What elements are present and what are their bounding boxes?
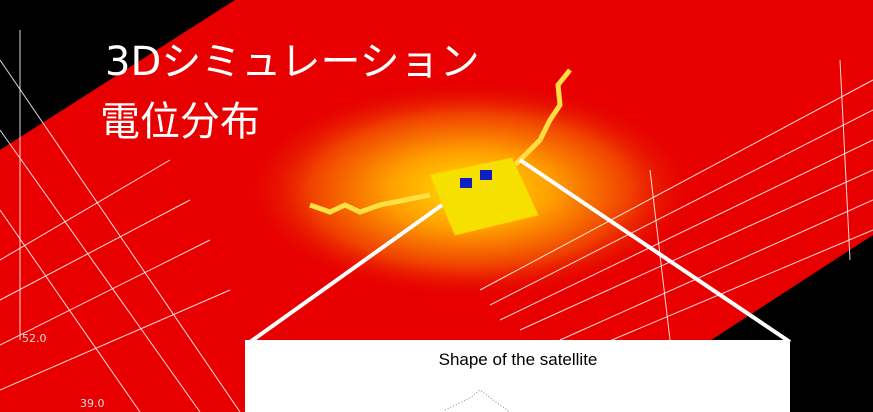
satellite-body <box>429 157 539 236</box>
inset-caption: Shape of the satellite <box>439 350 598 369</box>
sensor <box>460 178 472 188</box>
axis-label: 39.0 <box>80 397 105 410</box>
callout-line <box>518 158 792 344</box>
subtitle: 電位分布 <box>100 99 260 145</box>
inset-panel <box>245 340 790 412</box>
satellite-wing-right <box>513 68 572 167</box>
satellite-wing-left <box>309 192 431 215</box>
satellite-outline <box>444 389 511 412</box>
grid <box>0 30 873 412</box>
sensor <box>480 170 492 180</box>
title: 3Dシミュレーション <box>105 39 480 85</box>
axis-label: 52.0 <box>22 332 47 345</box>
callout-line <box>248 203 444 344</box>
